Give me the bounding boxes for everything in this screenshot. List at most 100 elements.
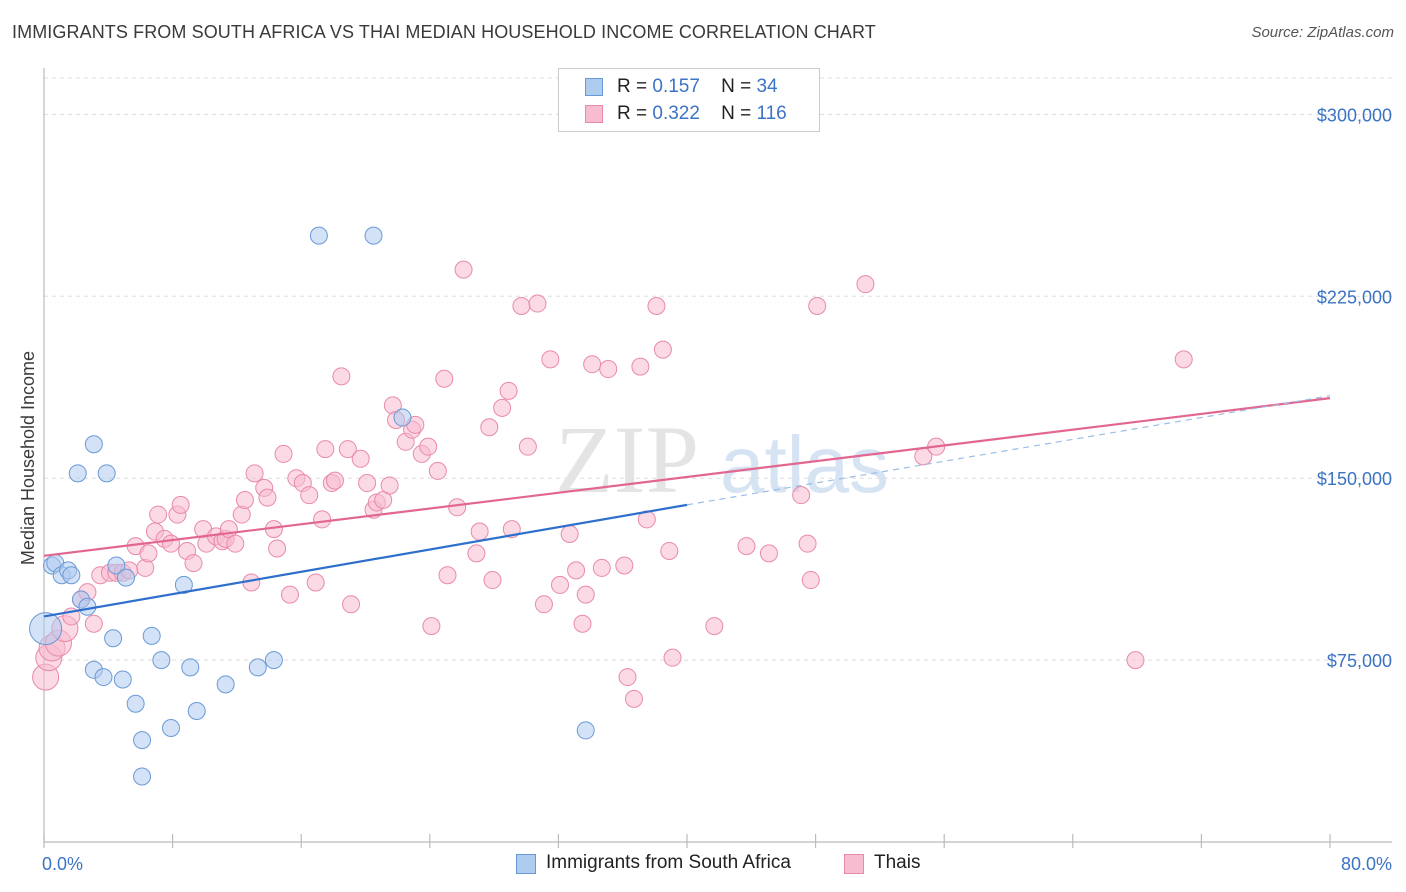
x-tick-label: 80.0% bbox=[1341, 854, 1392, 874]
thais-point bbox=[232, 505, 251, 524]
thais-point bbox=[438, 566, 457, 585]
thais-point bbox=[268, 539, 287, 558]
thais-point bbox=[576, 585, 595, 604]
bottom-legend-label: Thais bbox=[874, 852, 921, 873]
thais-point bbox=[541, 350, 560, 369]
south-africa-point bbox=[152, 651, 171, 670]
south-africa-point bbox=[62, 566, 81, 585]
thais-point bbox=[351, 449, 370, 468]
watermark: ZIP atlas bbox=[555, 406, 889, 513]
south-africa-point bbox=[133, 767, 152, 786]
thais-point bbox=[226, 534, 245, 553]
y-tick-label: $150,000 bbox=[1317, 469, 1392, 489]
south-africa-point bbox=[94, 668, 113, 687]
legend: R = 0.157 N = 34 R = 0.322 N = 116 bbox=[558, 68, 820, 132]
source-label: Source: ZipAtlas.com bbox=[1251, 24, 1394, 41]
thais-point bbox=[1174, 350, 1193, 369]
south-africa-point bbox=[133, 731, 152, 750]
y-tick-label: $75,000 bbox=[1327, 651, 1392, 671]
thais-point bbox=[274, 444, 293, 463]
thais-point bbox=[599, 360, 618, 379]
thais-point bbox=[358, 474, 377, 493]
thais-point bbox=[653, 340, 672, 359]
thais-point bbox=[583, 355, 602, 374]
thais-point bbox=[551, 575, 570, 594]
legend-r-label: R = bbox=[617, 76, 648, 97]
thais-point bbox=[567, 561, 586, 580]
thais-point bbox=[419, 437, 438, 456]
thais-point bbox=[631, 357, 650, 376]
thais-point bbox=[499, 381, 518, 400]
thais-point bbox=[480, 418, 499, 437]
thais-point bbox=[235, 491, 254, 510]
south-africa-point bbox=[161, 719, 180, 738]
watermark-zip: ZIP bbox=[555, 406, 699, 513]
south-africa-point bbox=[68, 464, 87, 483]
south-africa-points bbox=[29, 226, 595, 786]
thais-point bbox=[161, 534, 180, 553]
south-africa-point bbox=[126, 694, 145, 713]
thais-point bbox=[528, 294, 547, 313]
thais-point bbox=[448, 498, 467, 517]
thais-point bbox=[316, 440, 335, 459]
thais-point bbox=[338, 440, 357, 459]
chart-title: IMMIGRANTS FROM SOUTH AFRICA VS THAI MED… bbox=[12, 22, 876, 42]
south-africa-point bbox=[248, 658, 267, 677]
thais-point bbox=[518, 437, 537, 456]
south-africa-point bbox=[84, 435, 103, 454]
thais-point bbox=[342, 595, 361, 614]
south-africa-point bbox=[113, 670, 132, 689]
south-africa-point bbox=[393, 408, 412, 427]
y-tick-label: $225,000 bbox=[1317, 287, 1392, 307]
thais-points bbox=[32, 260, 1193, 708]
thais-point bbox=[798, 534, 817, 553]
y-axis-label: Median Household Income bbox=[18, 351, 38, 565]
thais-point bbox=[560, 524, 579, 543]
south-africa-point bbox=[97, 464, 116, 483]
legend-n-value: 116 bbox=[756, 103, 787, 124]
south-africa-point bbox=[576, 721, 595, 740]
south-africa-point bbox=[181, 658, 200, 677]
thais-point bbox=[615, 556, 634, 575]
thais-point bbox=[258, 488, 277, 507]
thais-point bbox=[483, 571, 502, 590]
south-africa-point bbox=[29, 612, 63, 646]
thais-point bbox=[300, 486, 319, 505]
thais-trend-line bbox=[43, 397, 1331, 557]
thais-point bbox=[380, 476, 399, 495]
trend-lines bbox=[43, 395, 1331, 618]
south-africa-point bbox=[174, 575, 193, 594]
x-tick-label: 0.0% bbox=[42, 854, 83, 874]
legend-r-value: 0.322 bbox=[652, 103, 700, 124]
thais-point bbox=[325, 471, 344, 490]
thais-point bbox=[184, 554, 203, 573]
thais-point bbox=[801, 571, 820, 590]
legend-n-label: N = bbox=[721, 103, 752, 124]
thais-point bbox=[435, 369, 454, 388]
thais-point bbox=[280, 585, 299, 604]
tick-labels: $75,000 $150,000 $225,000 $300,000 0.0% 80.0% bbox=[42, 105, 1392, 874]
legend-r-label: R = bbox=[617, 103, 648, 124]
south-africa-point bbox=[107, 556, 126, 575]
thais-point bbox=[660, 541, 679, 560]
thais-point bbox=[493, 398, 512, 417]
legend-r-value: 0.157 bbox=[652, 76, 700, 97]
thais-point bbox=[149, 505, 168, 524]
thais-point bbox=[313, 510, 332, 529]
y-tick-label: $300,000 bbox=[1317, 105, 1392, 125]
south-africa-point bbox=[364, 226, 383, 245]
south-africa-point bbox=[216, 675, 235, 694]
thais-point bbox=[592, 558, 611, 577]
thais-point bbox=[332, 367, 351, 386]
thais-point bbox=[306, 573, 325, 592]
south-africa-point bbox=[78, 597, 97, 616]
thais-point bbox=[737, 537, 756, 556]
legend-n-value: 34 bbox=[756, 76, 778, 97]
legend-swatch-pink bbox=[585, 105, 603, 123]
thais-point bbox=[856, 275, 875, 294]
thais-point bbox=[84, 614, 103, 633]
legend-swatch-blue bbox=[585, 78, 603, 96]
thais-point bbox=[808, 296, 827, 315]
legend-n-label: N = bbox=[721, 76, 752, 97]
thais-point bbox=[705, 617, 724, 636]
